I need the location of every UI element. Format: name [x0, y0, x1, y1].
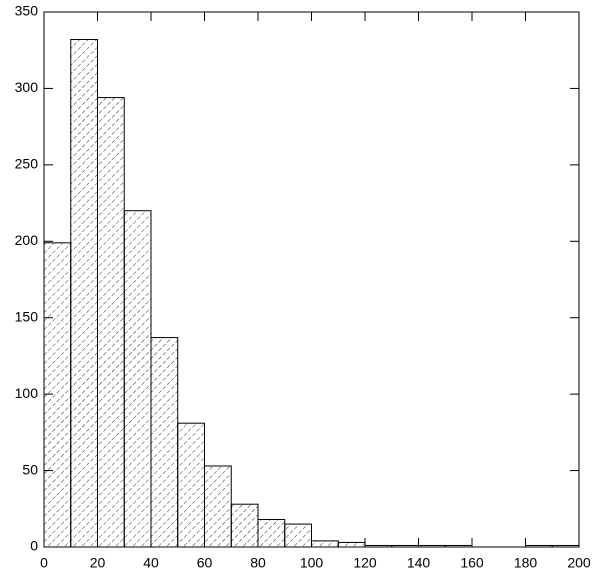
bar: [311, 540, 339, 548]
bar: [70, 39, 98, 548]
y-tick-label: 300: [15, 79, 39, 95]
y-tick-label: 350: [15, 3, 39, 19]
bar: [177, 422, 205, 548]
y-tick-label: 250: [15, 156, 39, 172]
x-tick-label: 200: [567, 555, 591, 571]
x-tick-label: 120: [353, 555, 377, 571]
bar: [337, 541, 366, 548]
bar: [97, 97, 125, 548]
bar: [43, 242, 72, 548]
bar: [284, 523, 312, 548]
y-tick-label: 0: [30, 538, 38, 554]
bar: [123, 210, 152, 548]
x-tick-label: 80: [250, 555, 266, 571]
y-tick-label: 100: [15, 385, 39, 401]
x-tick-label: 0: [40, 555, 48, 571]
x-tick-label: 180: [514, 555, 538, 571]
x-tick-label: 100: [300, 555, 324, 571]
bar: [230, 503, 259, 548]
bar: [257, 518, 286, 548]
x-tick-label: 60: [197, 555, 213, 571]
y-tick-label: 200: [15, 232, 39, 248]
bar: [150, 337, 179, 548]
x-tick-label: 140: [407, 555, 431, 571]
y-tick-label: 50: [22, 461, 38, 477]
y-tick-label: 150: [15, 308, 39, 324]
x-tick-label: 160: [460, 555, 484, 571]
x-tick-label: 20: [90, 555, 106, 571]
x-tick-label: 40: [143, 555, 159, 571]
bar: [204, 465, 232, 548]
